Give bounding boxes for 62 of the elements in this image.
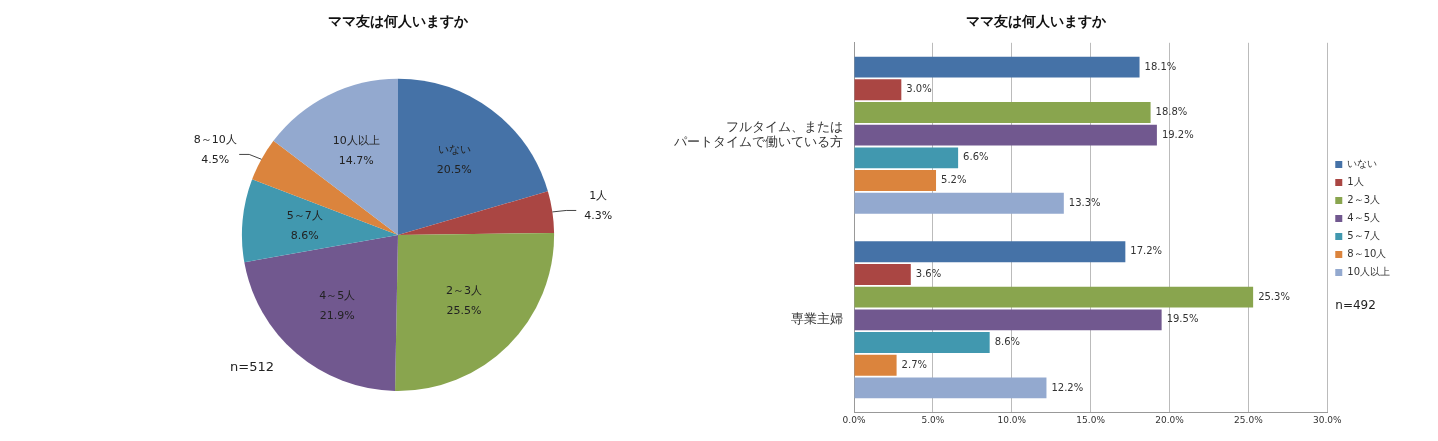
data-label: 4.3% [584, 209, 613, 223]
slice-label: 1人 [589, 189, 608, 203]
data-label: 21.9% [319, 308, 355, 322]
bar [854, 147, 959, 169]
legend-label: 4～5人 [1347, 212, 1381, 224]
legend-label: 1人 [1347, 176, 1364, 188]
data-label: 19.2% [1161, 128, 1194, 140]
data-label: 5.2% [941, 174, 967, 186]
bar [854, 79, 902, 101]
data-label: 3.6% [915, 268, 942, 280]
legend-label: 10人以上 [1347, 266, 1391, 278]
data-label: 12.2% [1051, 381, 1084, 393]
bar [854, 124, 1157, 146]
x-tick-label: 20.0% [1155, 414, 1185, 425]
data-label: 13.3% [1068, 196, 1101, 208]
bar [854, 377, 1047, 399]
data-label: 19.5% [1166, 313, 1199, 325]
legend-label: 5～7人 [1347, 230, 1381, 242]
bar [854, 102, 1151, 123]
x-tick-label: 30.0% [1312, 414, 1343, 425]
data-label: 8.6% [994, 336, 1021, 348]
bar [854, 354, 897, 376]
data-label: 8.6% [290, 228, 319, 242]
legend-label: 2～3人 [1347, 194, 1381, 206]
text: n=512 [230, 359, 274, 375]
data-label: 4.5% [201, 153, 230, 167]
bar [854, 192, 1064, 214]
x-tick-label: 15.0% [1076, 414, 1106, 425]
data-label: 25.5% [446, 304, 482, 318]
bar [854, 309, 1162, 331]
bar [854, 170, 937, 191]
x-tick-label: 25.0% [1234, 414, 1264, 425]
data-label: 3.0% [906, 83, 932, 95]
bar [854, 264, 911, 285]
legend-label: 8～10人 [1347, 248, 1387, 260]
chart-title: ママ友は何人いますか [966, 13, 1107, 30]
bar [854, 241, 1126, 263]
slice-label: 5～7人 [286, 208, 323, 222]
slice-label: 10人以上 [332, 133, 380, 147]
data-label: 20.5% [436, 162, 472, 176]
chart-title: ママ友は何人いますか [328, 13, 469, 30]
data-label: 25.3% [1258, 290, 1290, 302]
slice-label: 4～5人 [319, 288, 356, 302]
bar [854, 286, 1254, 308]
y-tick-label: フルタイム、またはパートタイムで働いている方 [673, 118, 843, 150]
x-tick-label: 0.0% [842, 414, 866, 425]
text: n=492 [1335, 297, 1376, 312]
data-label: 18.1% [1144, 60, 1177, 72]
data-label: 6.6% [963, 151, 989, 163]
data-label: 17.2% [1130, 245, 1163, 257]
bar [854, 56, 1140, 78]
legend-label: いない [1347, 158, 1378, 170]
x-tick-label: 5.0% [921, 414, 945, 425]
y-tick-label: 専業主婦 [791, 311, 843, 327]
data-label: 14.7% [338, 153, 374, 167]
x-tick-label: 10.0% [997, 414, 1027, 425]
slice-label: 8～10人 [193, 133, 237, 147]
data-label: 18.8% [1155, 106, 1188, 118]
slice-label: 2～3人 [446, 284, 483, 298]
data-label: 2.7% [901, 358, 927, 370]
slice-label: いない [437, 142, 471, 156]
bar [854, 332, 990, 353]
